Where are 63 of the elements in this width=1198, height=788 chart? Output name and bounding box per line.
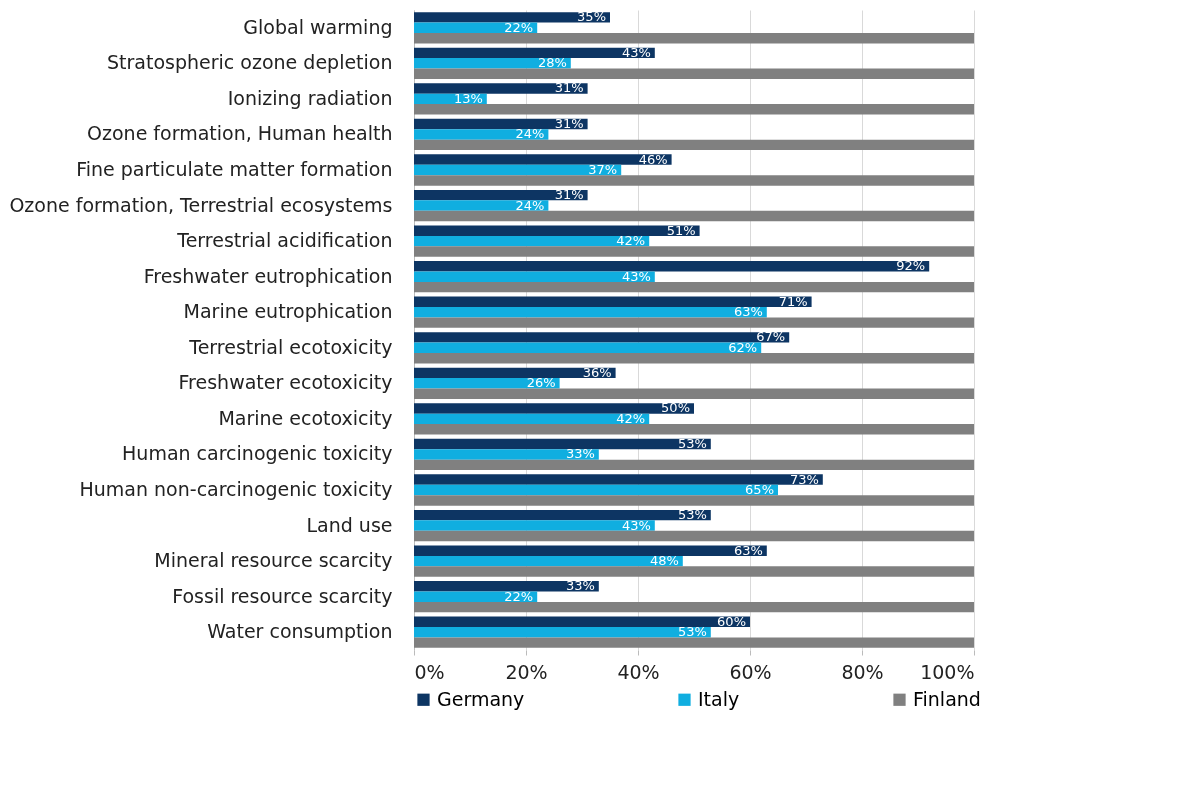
y-tick-label: Freshwater ecotoxicity [178,371,393,394]
data-label: 13% [453,90,483,106]
data-label: 33% [565,578,595,594]
y-tick-label: Fossil resource scarcity [172,584,393,607]
y-tick-label: Ozone formation, Terrestrial ecosystems [9,193,393,216]
x-tick-label: 40% [617,660,660,683]
data-label: 26% [526,375,556,391]
data-label: 22% [504,588,534,604]
data-label: 53% [677,624,707,640]
x-tick-label: 20% [505,660,548,683]
data-label: 36% [582,364,612,380]
y-tick-label: Stratospheric ozone depletion [107,51,393,74]
data-label: 63% [733,304,763,320]
data-label: 50% [661,400,690,416]
data-label: 73% [789,471,819,487]
data-label: 33% [565,446,595,462]
y-tick-label: Ionizing radiation [227,86,393,109]
data-label: 22% [504,19,534,35]
y-tick-label: Marine eutrophication [183,300,393,323]
legend-label: Finland [913,687,981,710]
data-label: 62% [728,339,758,355]
y-tick-label: Marine ecotoxicity [218,406,393,429]
data-label: 37% [588,162,618,177]
x-tick-label: 0% [414,660,445,683]
data-label: 67% [756,329,786,345]
data-label: 42% [616,410,646,426]
data-label: 46% [638,151,668,167]
y-tick-label: Land use [306,513,393,536]
data-label: 43% [621,268,651,284]
y-tick-label: Ozone formation, Human health [87,122,393,145]
data-label: 71% [778,293,808,309]
legend-label: Germany [437,687,525,710]
data-label: 31% [554,116,584,132]
data-label: 43% [621,44,651,60]
x-tick-label: 60% [729,660,772,683]
y-tick-label: Fine particulate matter formation [76,158,393,180]
y-tick-label: Human carcinogenic toxicity [122,442,393,465]
data-label: 35% [577,9,606,25]
data-label: 65% [745,482,774,497]
data-label: 42% [616,233,646,249]
y-tick-label: Water consumption [207,620,393,643]
y-tick-label: Human non-carcinogenic toxicity [79,478,393,500]
data-label: 43% [621,517,651,533]
data-label: 63% [733,542,763,558]
x-tick-label: 100% [920,660,975,683]
data-label: 53% [677,507,707,523]
data-label: 53% [677,436,707,452]
data-label: 24% [515,126,545,142]
data-label: 28% [537,55,567,71]
y-tick-label: Terrestrial acidification [176,229,393,252]
data-label: 24% [515,197,545,213]
data-label: 31% [554,187,584,203]
y-tick-label: Terrestrial ecotoxicity [188,335,393,358]
legend-label: Italy [698,687,740,710]
data-label: 92% [896,258,926,274]
data-label: 31% [554,80,584,96]
y-tick-label: Freshwater eutrophication [143,264,393,287]
data-label: 48% [649,553,679,569]
y-tick-label: Global warming [243,15,393,38]
y-tick-label: Mineral resource scarcity [154,549,393,572]
data-label: 51% [666,222,696,238]
data-label: 60% [717,613,746,629]
x-tick-label: 80% [841,660,884,683]
